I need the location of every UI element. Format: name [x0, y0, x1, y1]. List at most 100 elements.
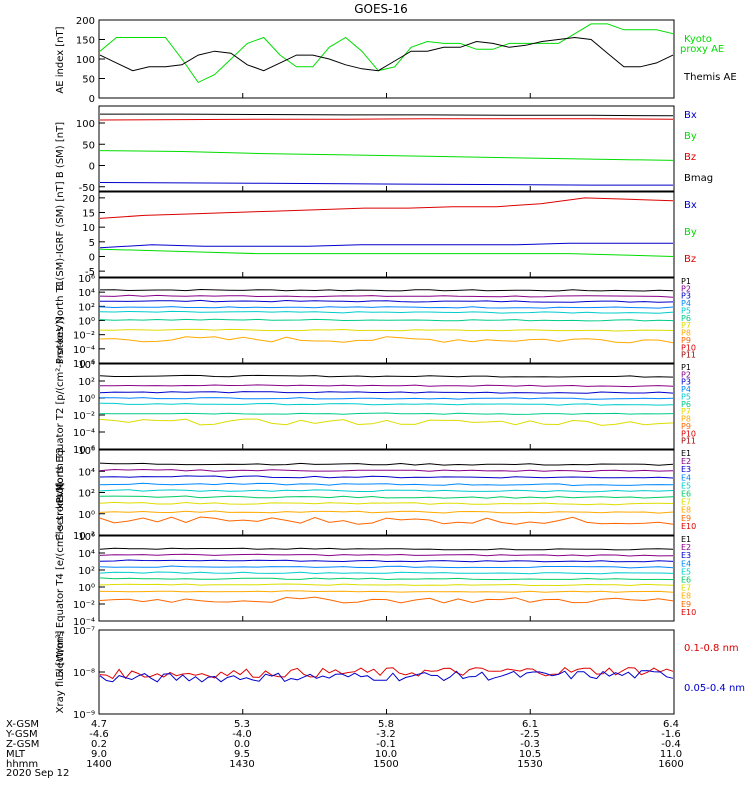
channel-line-p7	[99, 418, 674, 426]
legend-channel-p9: P9	[681, 422, 691, 431]
legend-channel-e7: E7	[681, 584, 691, 593]
legend-channel-p2: P2	[681, 284, 691, 293]
channel-line-p5	[99, 310, 674, 314]
y-tick-label: 10⁴	[78, 549, 95, 560]
channel-line-e1	[99, 462, 674, 466]
orbit-label-y-gsm: Y-GSM	[5, 729, 38, 740]
y-tick-label: 10²	[78, 489, 95, 500]
orbit-value: 6.4	[663, 719, 679, 730]
legend-channel-p10: P10	[681, 343, 696, 352]
y-tick-label: 10²	[78, 302, 95, 313]
orbit-label-mlt: MLT	[6, 749, 26, 760]
channel-line-p8	[99, 336, 674, 344]
legend-channel-p7: P7	[681, 321, 691, 330]
legend-xray-1: 0.05-0.4 nm	[684, 683, 745, 694]
legend-channel-e4: E4	[681, 473, 691, 482]
legend-b-sm-by: By	[684, 131, 697, 142]
legend-channel-e10: E10	[681, 522, 696, 531]
panel-frame-b-igrf	[98, 191, 675, 278]
orbit-value: 1400	[86, 759, 111, 770]
series-line-bz	[99, 118, 674, 121]
orbit-value: -1.6	[661, 729, 681, 740]
orbit-value: 0.2	[91, 739, 107, 750]
y-tick-label: 50	[82, 140, 95, 151]
series-line-by	[99, 248, 674, 257]
orbit-value: 1430	[229, 759, 254, 770]
channel-line-p5	[99, 402, 674, 406]
legend-channel-e5: E5	[681, 567, 691, 576]
series-line-by	[99, 150, 674, 161]
channel-line-e1	[99, 547, 674, 551]
orbit-label-z-gsm: Z-GSM	[6, 739, 39, 750]
orbit-value: 0.0	[234, 739, 250, 750]
y-tick-label: 10⁻⁷	[73, 626, 95, 637]
ylabel-xray: Xray flux [W/m²]	[55, 631, 66, 714]
orbit-value: 4.7	[91, 719, 107, 730]
channel-line-p2	[100, 384, 674, 388]
channel-line-p1	[99, 288, 674, 292]
legend-channel-e1: E1	[681, 535, 691, 544]
panel-frame-xray	[98, 629, 675, 715]
channel-line-e2	[99, 553, 674, 557]
y-tick-label: 10⁰	[78, 583, 95, 594]
ylabel-protons-t2: Protons Equator T2 [p/(cm²-s-sr-keV)]	[55, 317, 66, 504]
legend-kyoto-ae-2: proxy AE	[680, 44, 724, 55]
channel-line-e4	[99, 482, 674, 487]
ylabel-ae: AE index [nT]	[55, 26, 66, 93]
orbit-label-x-gsm: X-GSM	[6, 719, 39, 730]
series-line-bx	[99, 182, 673, 186]
y-tick-label: 10⁰	[78, 394, 95, 405]
legend-channel-p9: P9	[681, 336, 691, 345]
ylabel-b-sm: B (SM) [nT]	[55, 122, 66, 178]
y-tick-label: 5	[89, 238, 95, 249]
legend-channel-e2: E2	[681, 543, 691, 552]
legend-channel-p6: P6	[681, 400, 691, 409]
y-tick-label: 10⁻⁶	[73, 445, 95, 456]
orbit-label-hhmm: hhmm	[6, 759, 38, 770]
channel-line-e9	[99, 516, 674, 525]
y-tick-label: 10⁰	[78, 510, 95, 521]
legend-channel-e9: E9	[681, 600, 691, 609]
channel-line-e8	[99, 510, 674, 514]
legend-channel-p4: P4	[681, 385, 691, 394]
orbit-value: 6.1	[522, 719, 538, 730]
y-tick-label: 10⁻²	[73, 411, 95, 422]
orbit-value: 1530	[517, 759, 542, 770]
channel-line-p4	[99, 397, 674, 400]
legend-xray-0: 0.1-0.8 nm	[684, 643, 739, 654]
ylabel-electrons-t3: Electrons North T3	[55, 447, 66, 540]
legend-channel-e5: E5	[681, 481, 691, 490]
panel-frames	[98, 19, 675, 715]
legend-channel-p2: P2	[681, 370, 691, 379]
legend-channel-e8: E8	[681, 506, 691, 515]
legend-channel-p4: P4	[681, 299, 691, 308]
legend-channel-p5: P5	[681, 306, 691, 315]
y-tick-label: 0	[89, 94, 95, 105]
orbit-value: -3.2	[376, 729, 396, 740]
legend-channel-p3: P3	[681, 378, 691, 387]
legend-channel-e3: E3	[681, 465, 691, 474]
legend-b-sm-bx: Bx	[684, 110, 697, 121]
series-line-kyoto-ae	[99, 23, 674, 84]
legend-channel-p11: P11	[681, 351, 696, 360]
panel-frame-ae	[98, 19, 675, 99]
y-tick-label: 15	[82, 209, 95, 220]
y-tick-label: 150	[76, 36, 95, 47]
series-line-bmag	[100, 113, 674, 117]
legend-channel-e9: E9	[681, 514, 691, 523]
legend-b-sm-bmag: Bmag	[684, 173, 713, 184]
channel-line-e5	[99, 571, 674, 575]
orbit-value: -2.5	[520, 729, 540, 740]
y-tick-label: 10⁻⁸	[73, 668, 95, 679]
series-line-themis-ae	[99, 36, 674, 72]
legend-kyoto-ae: Kyoto	[684, 34, 712, 45]
y-tick-label: 50	[82, 75, 95, 86]
y-tick-label: 0	[89, 252, 95, 263]
y-tick-label: 10⁻²	[73, 600, 95, 611]
legend-b-sm-bz: Bz	[684, 152, 696, 163]
orbit-value: -0.3	[520, 739, 540, 750]
legend-channel-e6: E6	[681, 576, 691, 585]
ylabel-b-igrf: B (SM)-IGRF (SM) [nT]	[55, 181, 66, 290]
y-tick-label: 10⁻⁴	[73, 428, 95, 439]
